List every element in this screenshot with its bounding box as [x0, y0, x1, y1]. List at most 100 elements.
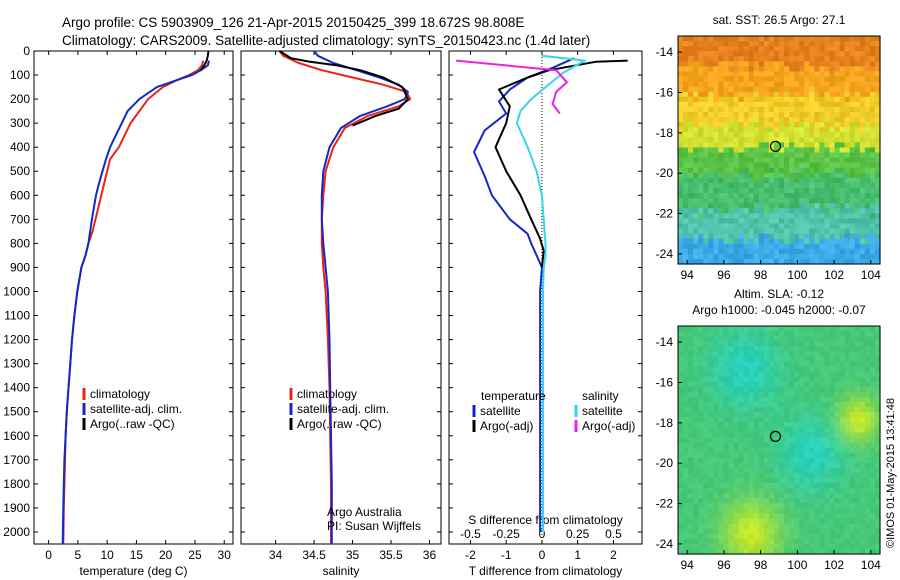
sst-cell [829, 86, 836, 93]
sla-cell [688, 518, 694, 525]
sla-cell [829, 427, 836, 433]
sla-cell [768, 528, 775, 535]
sla-cell [849, 447, 856, 454]
sla-cell [768, 371, 775, 378]
sst-cell [763, 253, 770, 260]
sst-cell [678, 46, 684, 52]
sla-cell [758, 422, 765, 428]
sla-cell [834, 462, 841, 469]
sla-cell [824, 341, 831, 347]
sla-cell [839, 396, 846, 403]
sst-cell [753, 157, 760, 164]
sla-cell [779, 472, 785, 479]
sst-cell [713, 162, 719, 169]
sst-cell [809, 258, 815, 265]
sst-cell [779, 112, 785, 118]
sla-cell [814, 356, 820, 363]
sla-cell [713, 498, 719, 504]
sst-cell [738, 198, 745, 204]
sla-cell [758, 462, 765, 469]
sla-cell [824, 457, 831, 464]
sla-cell [854, 538, 861, 545]
salinity-diff-tick-label: 0.25 [566, 527, 590, 541]
sst-cell [753, 152, 760, 159]
sst-cell [874, 96, 881, 103]
sst-cell [804, 117, 810, 123]
sla-cell [824, 488, 831, 494]
sst-cell [748, 208, 755, 214]
sst-cell [849, 258, 856, 265]
sla-cell [869, 437, 876, 444]
sst-cell [693, 188, 699, 194]
sst-cell [809, 71, 815, 78]
sst-cell [728, 223, 735, 230]
sst-cell [859, 172, 866, 179]
sla-cell [809, 518, 815, 525]
sla-cell [824, 391, 831, 398]
sla-cell [743, 412, 750, 418]
sla-cell [703, 478, 709, 484]
sst-cell [738, 106, 745, 113]
sst-cell [703, 51, 709, 57]
sst-cell [738, 86, 745, 93]
sst-cell [829, 152, 836, 159]
sla-cell [713, 346, 719, 352]
sla-cell [693, 331, 699, 337]
sst-cell [809, 66, 815, 73]
sla-cell [824, 518, 831, 525]
sla-cell [804, 437, 810, 444]
sla-cell [844, 366, 851, 373]
sla-cell [854, 483, 861, 489]
sla-cell [703, 351, 709, 357]
sst-cell [723, 228, 730, 235]
sst-cell [814, 41, 820, 47]
sla-cell [688, 457, 694, 464]
sst-cell [814, 223, 820, 230]
sla-cell [829, 412, 836, 418]
sla-cell [748, 472, 755, 479]
sla-cell [809, 386, 815, 393]
sst-cell [844, 162, 851, 169]
sst-cell [784, 101, 790, 108]
sla-cell [874, 498, 881, 504]
sla-cell [809, 442, 815, 449]
sla-cell [678, 528, 684, 535]
sst-cell [829, 71, 836, 78]
sla-cell [738, 366, 745, 373]
sst-cell [789, 117, 795, 123]
sst-cell [743, 147, 750, 154]
sst-cell [839, 41, 846, 47]
sla-cell [718, 513, 725, 520]
sst-cell [728, 258, 735, 265]
sla-cell [743, 523, 750, 530]
sst-cell [693, 36, 699, 42]
sst-cell [768, 142, 775, 149]
sst-cell [789, 127, 795, 133]
sst-cell [829, 132, 836, 138]
sst-cell [748, 41, 755, 47]
sla-cell [869, 341, 876, 347]
sla-cell [728, 386, 735, 393]
sla-cell [819, 427, 826, 433]
sla-cell [854, 462, 861, 469]
sla-cell [723, 462, 730, 469]
sla-cell [809, 361, 815, 368]
sst-cell [874, 213, 881, 219]
sst-cell [869, 132, 876, 138]
sla-cell [688, 386, 694, 393]
sst-cell [809, 137, 815, 143]
sst-cell [728, 238, 735, 245]
sla-cell [779, 508, 785, 515]
sst-cell [864, 41, 871, 47]
sst-cell [758, 253, 765, 260]
sla-cell [779, 351, 785, 357]
sst-cell [693, 86, 699, 93]
sst-cell [763, 228, 770, 235]
sla-cell [688, 452, 694, 459]
sla-cell [814, 543, 820, 550]
sst-cell [753, 213, 760, 219]
sst-cell [804, 56, 810, 62]
sla-cell [834, 407, 841, 413]
sla-cell [819, 488, 826, 494]
sla-cell [758, 548, 765, 555]
